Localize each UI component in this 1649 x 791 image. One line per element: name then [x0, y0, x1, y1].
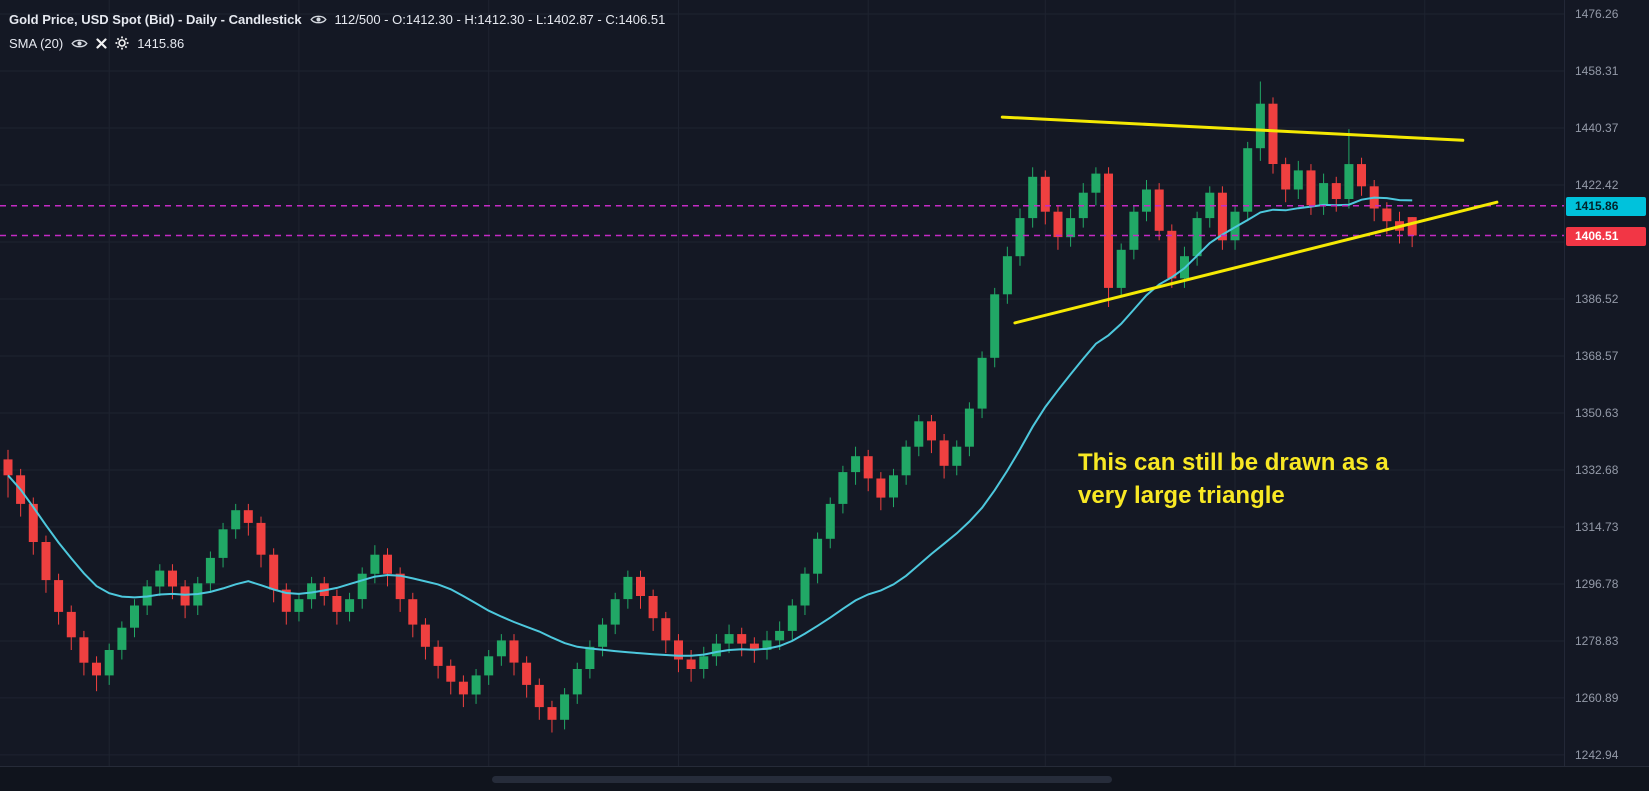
- candlestick-chart[interactable]: [0, 0, 1564, 766]
- upper-triangle-trendline[interactable]: [1000, 115, 1465, 142]
- sma-price-tag: 1415.86: [1566, 197, 1646, 216]
- symbol-row: Gold Price, USD Spot (Bid) - Daily - Can…: [9, 7, 665, 31]
- annotation-line: very large triangle: [1078, 482, 1285, 509]
- price-axis-label: 1368.57: [1575, 349, 1619, 363]
- candles-layer[interactable]: [3, 81, 1417, 733]
- ohlc-readout: 112/500 - O:1412.30 - H:1412.30 - L:1402…: [334, 11, 666, 27]
- price-axis-label: 1278.83: [1575, 634, 1619, 648]
- price-axis-label: 1350.63: [1575, 406, 1619, 420]
- eye-icon[interactable]: [309, 13, 327, 26]
- price-axis-label: 1440.37: [1575, 121, 1619, 135]
- annotation-line: This can still be drawn as a: [1078, 449, 1389, 476]
- price-axis-label: 1476.26: [1575, 7, 1619, 21]
- symbol-title: Gold Price, USD Spot (Bid) - Daily - Can…: [9, 11, 302, 27]
- close-icon[interactable]: [96, 37, 107, 49]
- scrollbar-thumb[interactable]: [492, 776, 1112, 783]
- grid-lines: [0, 0, 1564, 766]
- price-axis-label: 1314.73: [1575, 520, 1619, 534]
- price-axis-label: 1260.89: [1575, 691, 1619, 705]
- indicator-value: 1415.86: [137, 35, 185, 51]
- price-axis[interactable]: 1415.86 1406.51 1476.26 1458.31 1440.37 142…: [1564, 0, 1649, 766]
- price-axis-label: 1422.42: [1575, 178, 1619, 192]
- price-axis-label: 1296.78: [1575, 577, 1619, 591]
- eye-icon[interactable]: [71, 37, 88, 50]
- price-axis-label: 1458.31: [1575, 64, 1619, 78]
- gear-icon[interactable]: [115, 36, 129, 50]
- last-price-tag: 1406.51: [1566, 227, 1646, 246]
- triangle-annotation[interactable]: This can still be drawn as a very large …: [1078, 446, 1389, 512]
- time-axis[interactable]: [0, 766, 1649, 791]
- price-axis-label: 1242.94: [1575, 748, 1619, 762]
- indicator-label: SMA (20): [9, 35, 64, 51]
- lower-triangle-trendline[interactable]: [1013, 200, 1499, 325]
- price-axis-label: 1386.52: [1575, 292, 1619, 306]
- indicator-row: SMA (20) 1415.86: [9, 31, 665, 55]
- chart-plot-area[interactable]: Gold Price, USD Spot (Bid) - Daily - Can…: [0, 0, 1564, 766]
- sma-line[interactable]: [7, 196, 1413, 657]
- chart-legend: Gold Price, USD Spot (Bid) - Daily - Can…: [9, 7, 665, 55]
- price-axis-label: 1332.68: [1575, 463, 1619, 477]
